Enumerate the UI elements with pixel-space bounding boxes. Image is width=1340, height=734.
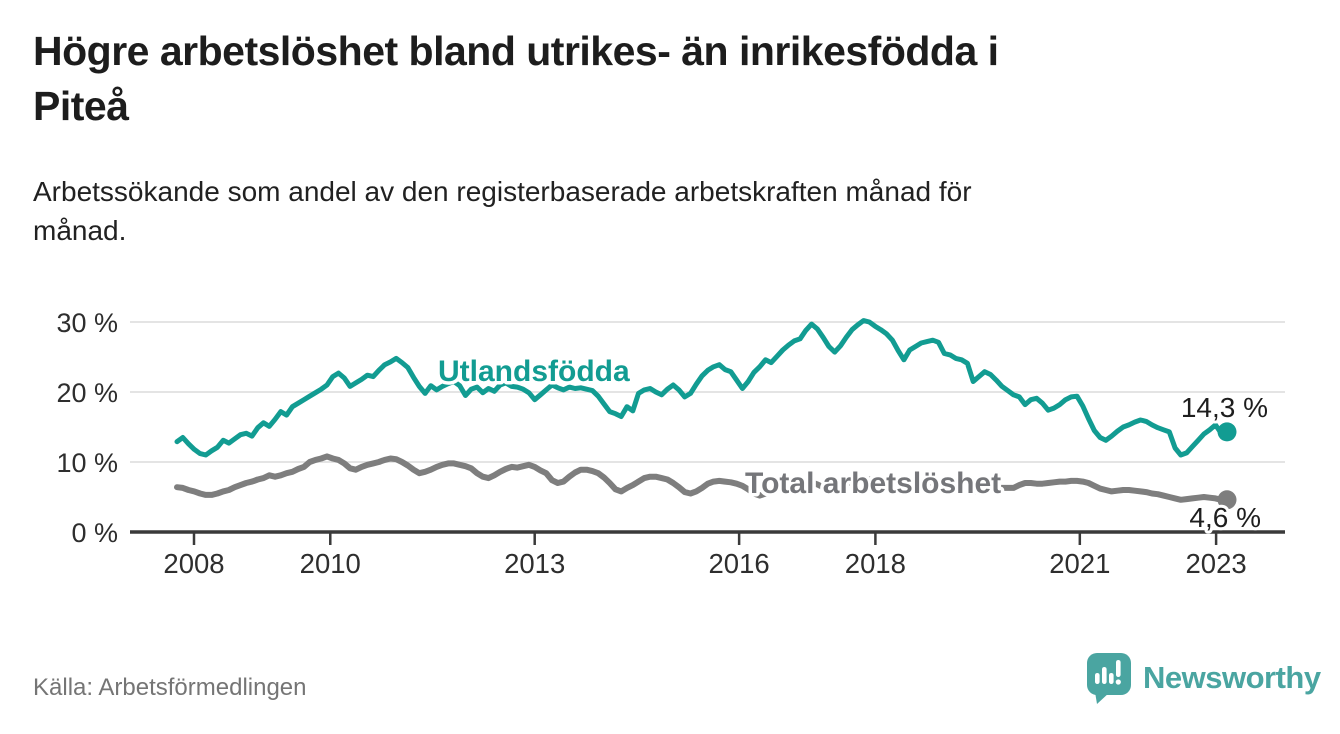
newsworthy-wordmark: Newsworthy	[1143, 660, 1321, 695]
series-line-total-arbetsloshet	[174, 453, 1230, 503]
page-subtitle: Arbetssökande som andel av den registerb…	[33, 172, 1213, 250]
x-axis-label-2018: 2018	[845, 548, 906, 579]
x-axis-label-2023: 2023	[1186, 548, 1247, 579]
end-value-label-utlandsfodda: 14,3 %	[1181, 392, 1268, 423]
newsworthy-bubble-icon	[1087, 653, 1131, 704]
title-line-1: Högre arbetslöshet bland utrikes- än inr…	[33, 28, 999, 74]
series-label-utlandsfodda: Utlandsfödda	[438, 355, 630, 388]
title-line-2: Piteå	[33, 83, 129, 129]
series-line-utlandsfodda	[174, 318, 1230, 458]
y-axis-label-20: 20 %	[56, 378, 118, 408]
y-axis-label-0: 0 %	[71, 518, 118, 548]
x-axis-label-2013: 2013	[504, 548, 565, 579]
newsworthy-logo: Newsworthy	[1086, 652, 1321, 704]
x-axis-label-2016: 2016	[709, 548, 770, 579]
source-note: Källa: Arbetsförmedlingen	[33, 674, 307, 701]
x-axis-label-2021: 2021	[1049, 548, 1110, 579]
page-title: Högre arbetslöshet bland utrikes- än inr…	[33, 24, 1283, 134]
subtitle-line-1: Arbetssökande som andel av den registerb…	[33, 176, 972, 207]
series-end-dot-total	[1217, 490, 1237, 510]
x-axis-label-2010: 2010	[300, 548, 361, 579]
subtitle-line-2: månad.	[33, 215, 127, 246]
end-value-label-total: 4,6 %	[1189, 502, 1261, 533]
y-axis-label-10: 10 %	[56, 448, 118, 478]
y-axis-label-30: 30 %	[56, 308, 118, 338]
series-end-dot-utlandsfodda	[1217, 422, 1237, 442]
x-axis-label-2008: 2008	[163, 548, 224, 579]
series-label-total-arbetsloshet: Total arbetslöshet	[745, 467, 1001, 500]
